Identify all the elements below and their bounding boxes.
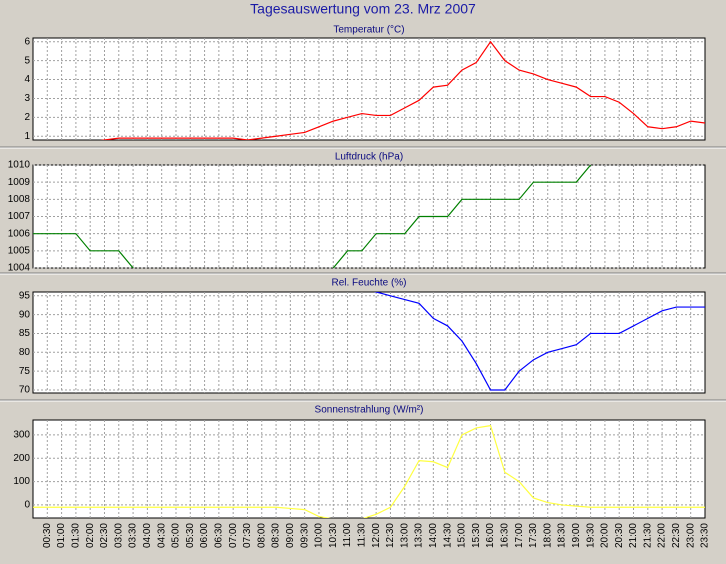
x-tick-label: 05:00 (171, 523, 182, 548)
y-tick-label: 6 (24, 36, 30, 47)
plot-area (32, 37, 706, 141)
x-tick-label: 10:30 (328, 523, 339, 548)
y-tick-label: 1005 (8, 245, 31, 256)
x-tick-label: 04:00 (142, 523, 153, 548)
y-tick-label: 1007 (8, 211, 31, 222)
x-tick-label: 09:30 (299, 523, 310, 548)
data-line (33, 165, 592, 268)
x-tick-label: 01:00 (56, 523, 67, 548)
x-tick-label: 06:30 (214, 523, 225, 548)
chart-title: Temperatur (°C) (333, 25, 404, 36)
y-tick-label: 5 (24, 55, 30, 66)
y-tick-label: 80 (19, 347, 31, 358)
y-tick-label: 100 (13, 476, 30, 487)
x-tick-label: 12:30 (385, 523, 396, 548)
y-tick-label: 95 (19, 290, 31, 301)
y-tick-label: 200 (13, 453, 30, 464)
x-tick-label: 13:30 (414, 523, 425, 548)
x-tick-label: 07:30 (242, 523, 253, 548)
y-tick-label: 85 (19, 328, 31, 339)
y-tick-label: 1 (24, 131, 30, 142)
y-tick-label: 1006 (8, 228, 31, 239)
x-tick-label: 14:00 (428, 523, 439, 548)
x-tick-label: 00:30 (42, 523, 53, 548)
plot-area (32, 291, 706, 394)
x-tick-label: 15:30 (471, 523, 482, 548)
chart-title: Rel. Feuchte (%) (331, 278, 406, 289)
x-tick-label: 22:00 (657, 523, 668, 548)
x-tick-label: 03:30 (128, 523, 139, 548)
x-tick-label: 09:00 (285, 523, 296, 548)
y-tick-label: 2 (24, 112, 30, 123)
y-tick-label: 90 (19, 309, 31, 320)
x-tick-label: 17:00 (514, 523, 525, 548)
x-tick-label: 22:30 (671, 523, 682, 548)
x-tick-label: 02:30 (99, 523, 110, 548)
plot-area (32, 419, 706, 519)
x-tick-label: 05:30 (185, 523, 196, 548)
x-tick-label: 20:30 (614, 523, 625, 548)
page-title: Tagesauswertung vom 23. Mrz 2007 (250, 1, 476, 17)
x-tick-label: 01:30 (71, 523, 82, 548)
x-tick-label: 12:00 (371, 523, 382, 548)
x-tick-label: 23:00 (685, 523, 696, 548)
data-line (373, 292, 705, 391)
x-tick-label: 21:30 (642, 523, 653, 548)
x-tick-label: 11:30 (356, 523, 367, 548)
x-tick-label: 23:30 (700, 523, 711, 548)
y-tick-label: 1010 (8, 160, 31, 171)
chart-title: Luftdruck (hPa) (335, 152, 403, 163)
x-tick-label: 06:00 (199, 523, 210, 548)
y-tick-label: 1009 (8, 177, 31, 188)
x-tick-label: 19:00 (571, 523, 582, 548)
x-tick-label: 10:00 (314, 523, 325, 548)
x-tick-label: 20:00 (600, 523, 611, 548)
x-tick-label: 16:00 (485, 523, 496, 548)
y-tick-label: 300 (13, 430, 30, 441)
x-tick-label: 02:00 (85, 523, 96, 548)
x-tick-label: 03:00 (113, 523, 124, 548)
x-tick-label: 21:00 (628, 523, 639, 548)
y-tick-label: 1004 (8, 263, 31, 274)
y-tick-label: 0 (24, 500, 30, 511)
x-tick-label: 18:00 (542, 523, 553, 548)
data-line (33, 424, 705, 518)
x-tick-label: 07:00 (228, 523, 239, 548)
x-tick-label: 08:00 (256, 523, 267, 548)
y-tick-label: 75 (19, 366, 31, 377)
y-tick-label: 1008 (8, 194, 31, 205)
x-tick-label: 17:30 (528, 523, 539, 548)
x-tick-label: 16:30 (499, 523, 510, 548)
x-tick-label: 08:30 (271, 523, 282, 548)
x-tick-label: 04:30 (156, 523, 167, 548)
y-tick-label: 4 (24, 74, 30, 85)
x-tick-label: 19:30 (585, 523, 596, 548)
y-tick-label: 70 (19, 385, 31, 396)
x-tick-label: 14:30 (442, 523, 453, 548)
x-tick-label: 15:00 (457, 523, 468, 548)
x-tick-label: 13:00 (399, 523, 410, 548)
chart-title: Sonnenstrahlung (W/m²) (315, 405, 424, 416)
data-line (99, 40, 705, 140)
x-tick-label: 18:30 (557, 523, 568, 548)
x-tick-label: 11:00 (342, 523, 353, 548)
y-tick-label: 3 (24, 93, 30, 104)
